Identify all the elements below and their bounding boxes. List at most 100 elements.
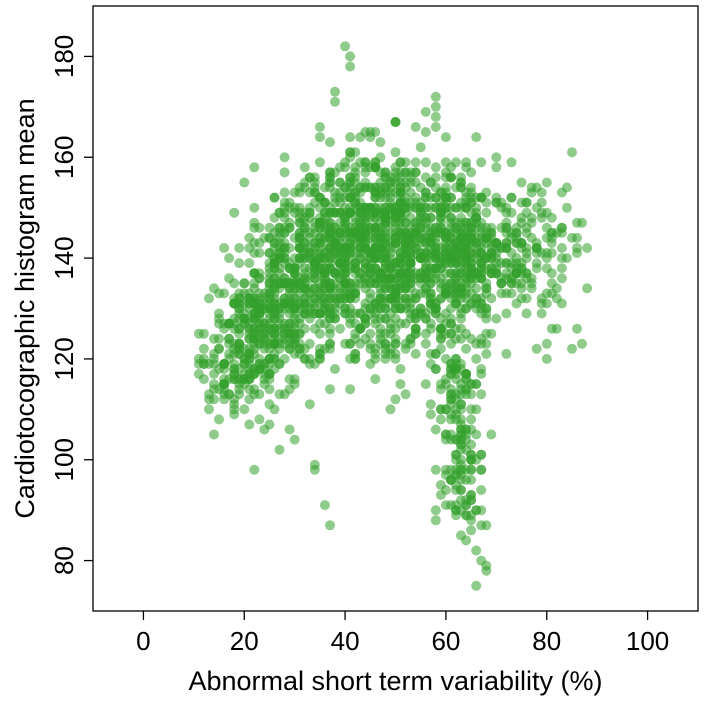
- data-point: [435, 379, 446, 390]
- data-point: [425, 409, 436, 420]
- data-point: [410, 157, 421, 168]
- data-point: [536, 187, 547, 198]
- data-point: [430, 464, 441, 475]
- data-point: [440, 232, 451, 243]
- data-point: [451, 510, 461, 521]
- data-point: [425, 323, 436, 334]
- data-point: [395, 364, 406, 374]
- data-point: [309, 177, 320, 188]
- data-point: [264, 288, 275, 299]
- data-point: [229, 409, 240, 420]
- data-point: [410, 177, 421, 188]
- data-point: [420, 187, 431, 198]
- data-point: [350, 278, 361, 289]
- data-point: [420, 202, 431, 213]
- data-point: [456, 485, 466, 495]
- data-point: [481, 520, 492, 531]
- data-point: [516, 283, 527, 294]
- data-point: [506, 157, 517, 168]
- data-point: [466, 404, 477, 415]
- data-point: [572, 232, 582, 243]
- data-point: [446, 328, 456, 339]
- data-point: [198, 359, 209, 369]
- data-point: [279, 227, 290, 238]
- data-point: [249, 202, 260, 213]
- data-point: [526, 232, 537, 243]
- data-point: [536, 308, 547, 319]
- data-point: [214, 313, 224, 324]
- data-point: [229, 399, 240, 410]
- data-point: [577, 338, 587, 349]
- data-point: [567, 343, 577, 354]
- data-point: [254, 248, 265, 258]
- data-point: [204, 404, 214, 415]
- data-point: [345, 147, 356, 158]
- data-point: [325, 243, 335, 253]
- data-point: [541, 263, 552, 274]
- data-point: [219, 323, 230, 334]
- data-point: [204, 389, 214, 400]
- data-point: [385, 328, 396, 339]
- data-point: [446, 293, 456, 304]
- data-point: [461, 278, 472, 289]
- data-point: [425, 248, 436, 258]
- data-point: [446, 338, 456, 349]
- data-point: [325, 338, 335, 349]
- data-point: [410, 122, 421, 132]
- x-axis: 0 20 40 60 80 100: [136, 611, 669, 656]
- data-point: [400, 157, 411, 168]
- data-point: [264, 222, 275, 233]
- data-point: [491, 152, 502, 163]
- data-point: [451, 222, 461, 233]
- data-point: [380, 217, 391, 228]
- data-point: [561, 182, 572, 193]
- data-point: [420, 338, 431, 349]
- data-point: [486, 429, 497, 440]
- x-tick-label: 20: [230, 626, 259, 656]
- data-point: [269, 258, 280, 269]
- data-point: [304, 207, 315, 218]
- data-point: [314, 132, 325, 143]
- data-point: [279, 389, 290, 400]
- data-point: [279, 328, 290, 339]
- data-point: [360, 258, 371, 269]
- data-point: [330, 86, 340, 97]
- data-point: [330, 303, 340, 314]
- data-point: [244, 258, 255, 269]
- data-point: [249, 217, 260, 228]
- data-point: [385, 348, 396, 359]
- data-point: [350, 167, 361, 178]
- data-point: [521, 207, 532, 218]
- data-point: [335, 162, 345, 173]
- data-point: [410, 348, 421, 359]
- data-point: [309, 308, 320, 319]
- data-point: [198, 343, 209, 354]
- data-point: [345, 132, 356, 143]
- data-point: [516, 217, 527, 228]
- data-point: [239, 353, 250, 364]
- data-point: [481, 348, 492, 359]
- data-point: [410, 308, 421, 319]
- data-point: [340, 273, 351, 284]
- data-point: [325, 207, 335, 218]
- data-point: [314, 258, 325, 269]
- data-point: [400, 192, 411, 203]
- data-point: [294, 232, 305, 243]
- data-point: [395, 283, 406, 294]
- data-point: [229, 348, 240, 359]
- data-point: [229, 207, 240, 218]
- data-point: [309, 187, 320, 198]
- data-point: [335, 293, 345, 304]
- data-point: [214, 288, 224, 299]
- y-tick-label: 140: [49, 236, 79, 279]
- data-point: [370, 202, 381, 213]
- data-point: [390, 227, 401, 238]
- data-point: [430, 424, 441, 435]
- data-point: [430, 308, 441, 319]
- x-tick-label: 0: [136, 626, 150, 656]
- data-point: [526, 187, 537, 198]
- data-point: [572, 323, 582, 334]
- data-point: [360, 217, 371, 228]
- data-point: [471, 132, 482, 143]
- data-point: [486, 222, 497, 233]
